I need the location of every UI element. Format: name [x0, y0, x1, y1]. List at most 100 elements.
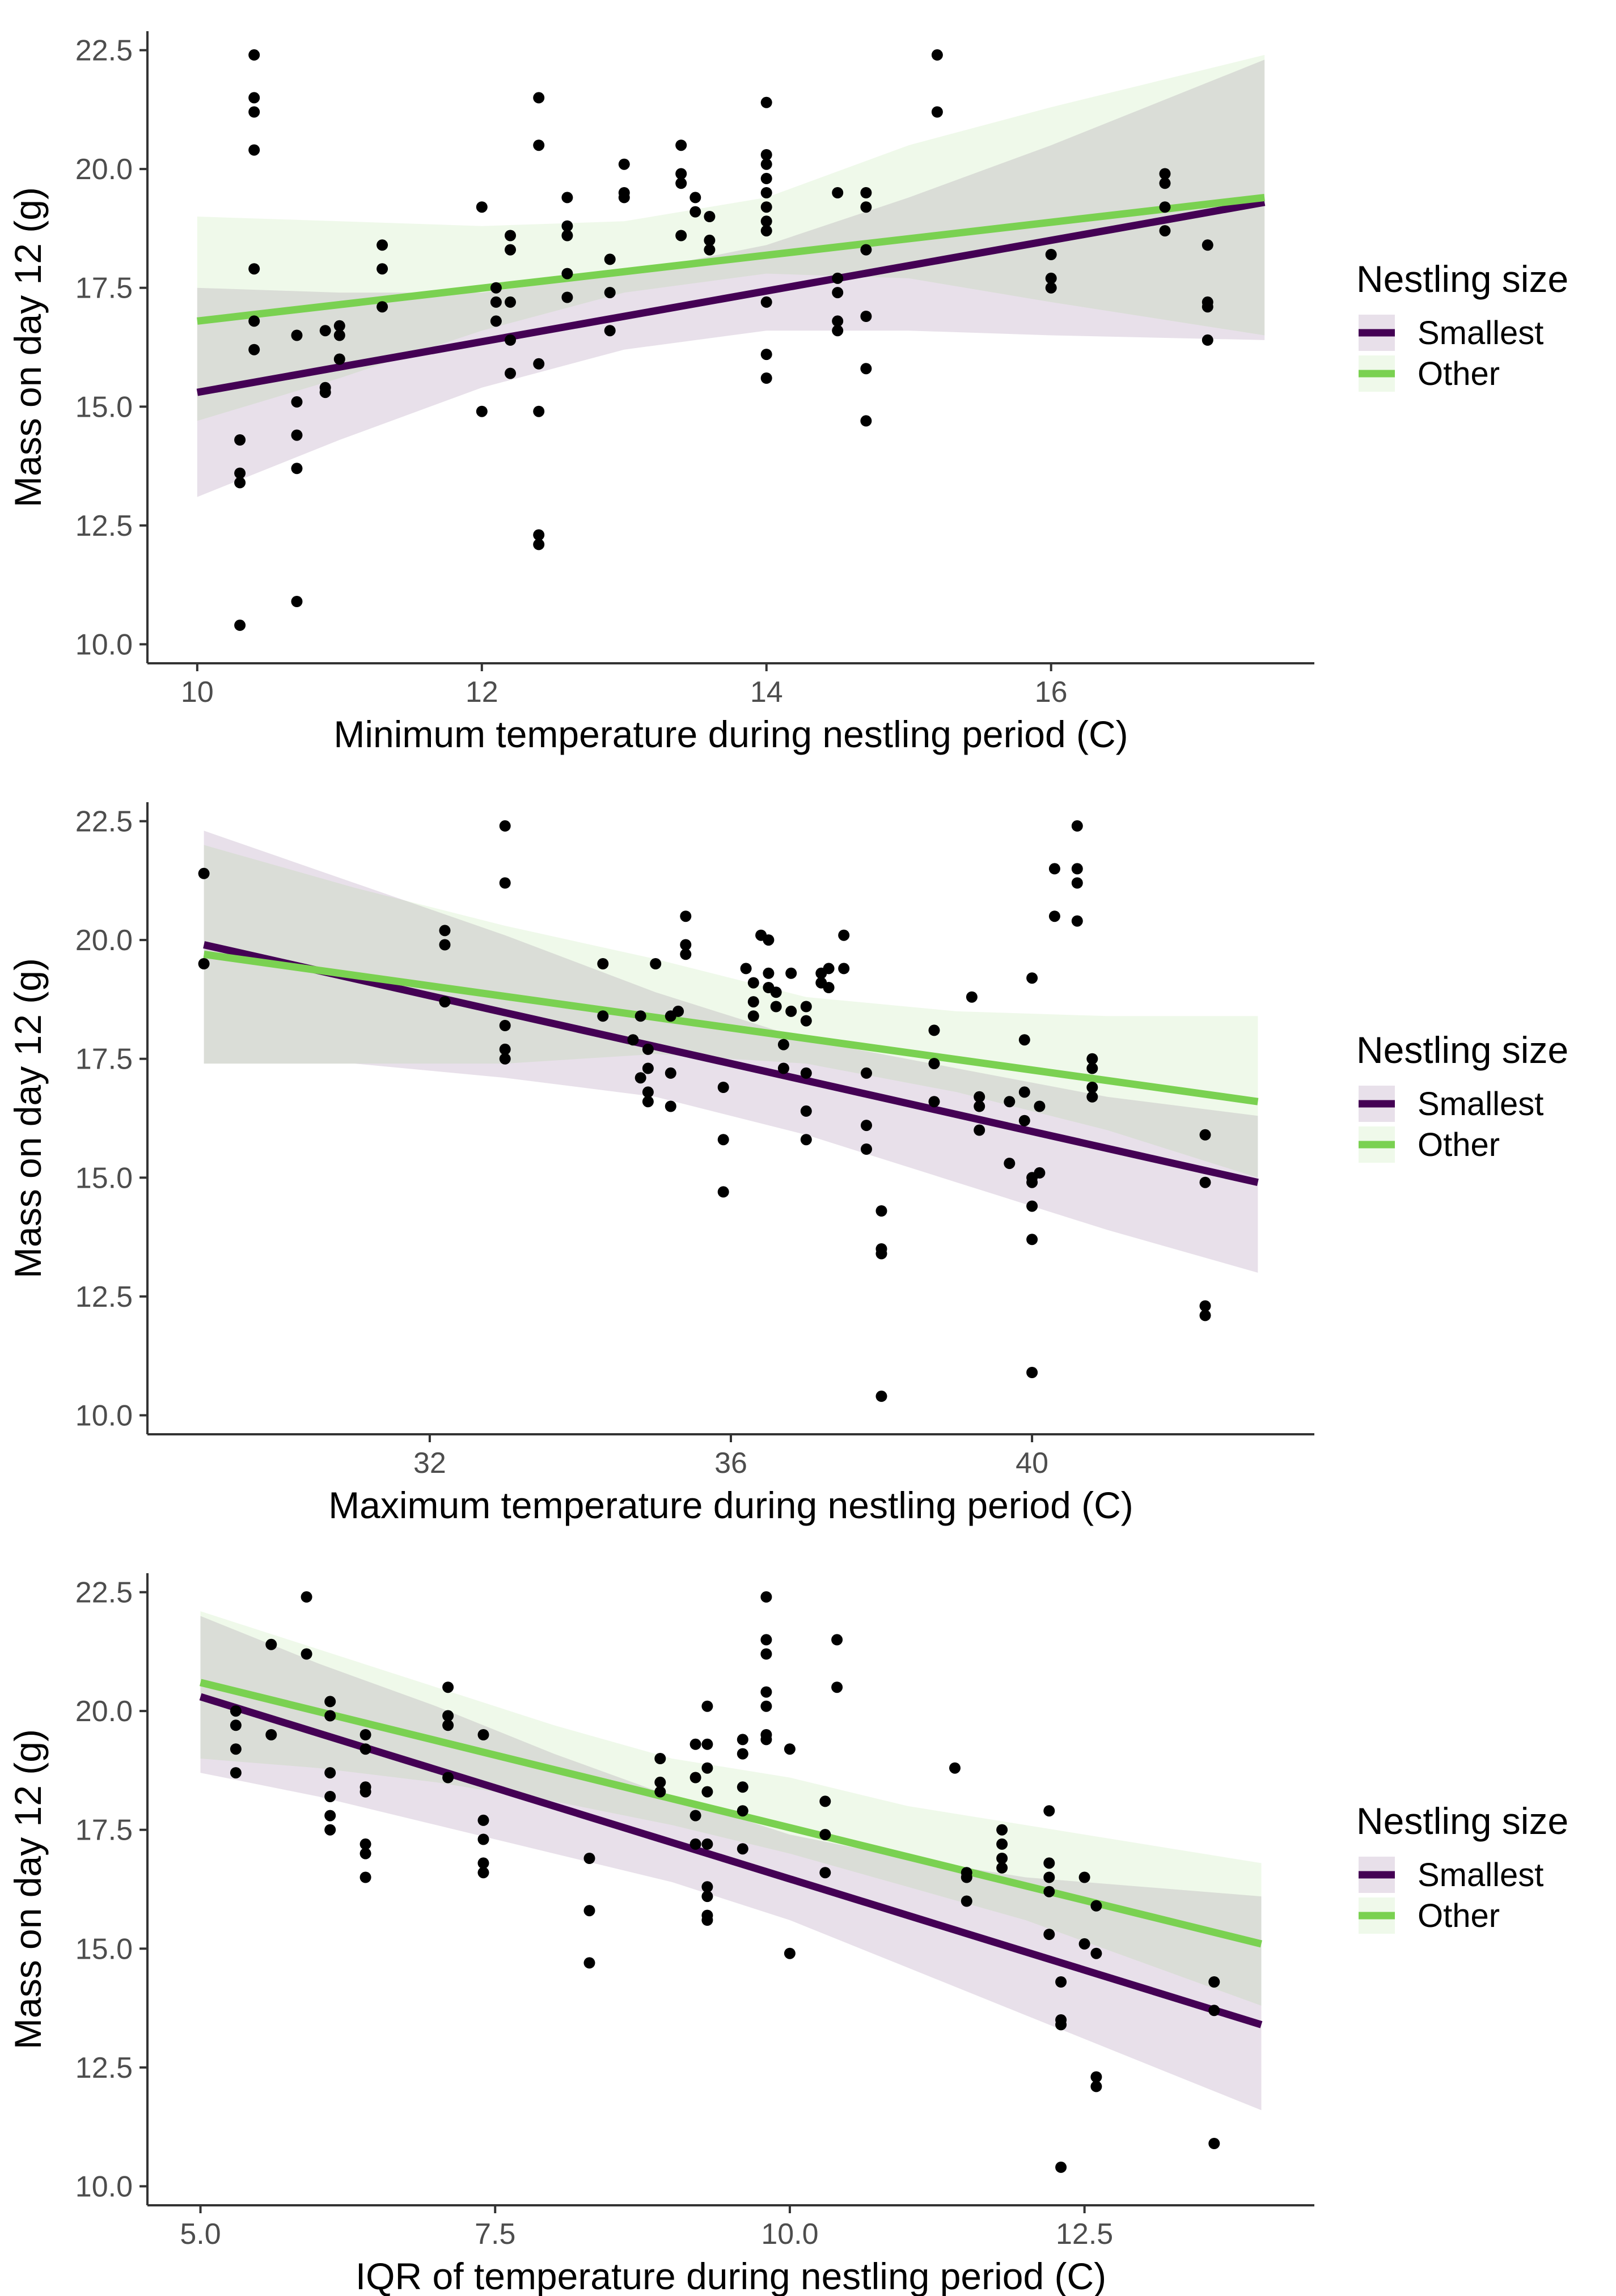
data-point	[634, 1010, 646, 1022]
data-point	[291, 463, 303, 475]
data-point	[642, 1062, 654, 1074]
confidence-band-smallest	[204, 831, 1258, 1273]
data-point	[618, 192, 630, 204]
data-point	[1018, 1086, 1030, 1098]
y-tick-label: 20.0	[75, 924, 133, 957]
data-point	[499, 1053, 511, 1065]
data-point	[1043, 1886, 1055, 1897]
data-point	[860, 363, 872, 375]
data-point	[675, 177, 687, 189]
data-point	[533, 358, 545, 370]
data-point	[1090, 2071, 1102, 2083]
data-point	[642, 1096, 654, 1108]
y-tick-label: 17.5	[75, 1814, 133, 1847]
data-point	[996, 1838, 1008, 1850]
data-point	[248, 92, 260, 104]
data-point	[505, 334, 516, 346]
y-axis-title: Mass on day 12 (g)	[7, 958, 49, 1278]
data-point	[689, 1738, 701, 1750]
data-point	[561, 192, 573, 204]
data-point	[442, 1719, 454, 1731]
data-point	[689, 1810, 701, 1821]
data-point	[650, 958, 662, 969]
data-point	[291, 429, 303, 441]
data-point	[319, 387, 331, 399]
data-point	[800, 1134, 812, 1146]
fit-line-smallest	[199, 1693, 1263, 2028]
data-point	[928, 1058, 940, 1070]
data-point	[747, 996, 759, 1008]
data-point	[234, 434, 246, 446]
fit-line-smallest	[203, 941, 1259, 1187]
data-point	[680, 939, 692, 951]
data-point	[1071, 863, 1083, 875]
data-point	[319, 325, 331, 337]
data-point	[974, 1091, 985, 1103]
data-point	[1090, 1900, 1102, 1912]
legend-title: Nestling size	[1356, 1800, 1568, 1842]
data-point	[439, 925, 451, 937]
data-point	[1090, 1947, 1102, 1959]
y-tick-label: 12.5	[75, 2052, 133, 2085]
y-axis-title: Mass on day 12 (g)	[7, 187, 49, 507]
data-point	[1159, 201, 1171, 213]
data-point	[1043, 1929, 1055, 1941]
y-tick-label: 10.0	[75, 2170, 133, 2203]
data-point	[717, 1134, 729, 1146]
data-point	[1026, 1176, 1038, 1188]
data-point	[442, 1710, 454, 1722]
data-point	[800, 1067, 812, 1079]
data-point	[1090, 2081, 1102, 2092]
data-point	[642, 1043, 654, 1055]
data-point	[800, 1015, 812, 1027]
confidence-bands	[197, 54, 1265, 497]
data-point	[583, 1957, 595, 1969]
legend: Nestling size Smallest Other	[1356, 258, 1568, 392]
x-tick-label: 10.0	[761, 2218, 818, 2251]
axes	[146, 31, 1314, 664]
data-point	[533, 539, 545, 550]
data-point	[1202, 334, 1213, 346]
data-point	[760, 158, 772, 170]
data-point	[704, 234, 716, 246]
data-point	[760, 149, 772, 160]
data-point	[860, 201, 872, 213]
data-point	[701, 1914, 713, 1926]
data-point	[477, 1857, 489, 1869]
data-point	[996, 1824, 1008, 1836]
data-point	[760, 296, 772, 308]
data-point	[291, 396, 303, 408]
data-point	[737, 1781, 748, 1793]
data-point	[777, 1062, 789, 1074]
data-point	[831, 1681, 843, 1693]
x-axis-title: Minimum temperature during nestling peri…	[333, 713, 1128, 755]
data-point	[961, 1895, 972, 1907]
data-point	[618, 158, 630, 170]
data-point	[490, 315, 502, 327]
data-point	[1045, 249, 1057, 260]
data-point	[672, 1005, 684, 1017]
legend-label-other: Other	[1418, 1897, 1500, 1934]
data-point	[740, 963, 752, 975]
legend-title: Nestling size	[1356, 258, 1568, 300]
data-point	[359, 1786, 371, 1798]
data-point	[832, 272, 844, 284]
data-point	[763, 967, 775, 979]
data-point	[966, 991, 978, 1003]
data-point	[701, 1881, 713, 1893]
data-point	[860, 187, 872, 198]
data-point	[760, 1686, 772, 1698]
data-point	[1034, 1167, 1046, 1179]
x-tick-label: 14	[750, 676, 783, 709]
data-point	[230, 1743, 242, 1755]
data-point	[505, 367, 516, 379]
data-point	[717, 1082, 729, 1093]
x-tick-labels: 32 36 40	[413, 1434, 1048, 1480]
data-point	[1043, 1805, 1055, 1817]
data-point	[701, 1738, 713, 1750]
data-point	[1208, 1976, 1220, 1988]
data-point	[1045, 272, 1057, 284]
data-point	[561, 268, 573, 279]
y-tick-label: 15.0	[75, 1162, 133, 1194]
data-point	[861, 1120, 872, 1132]
